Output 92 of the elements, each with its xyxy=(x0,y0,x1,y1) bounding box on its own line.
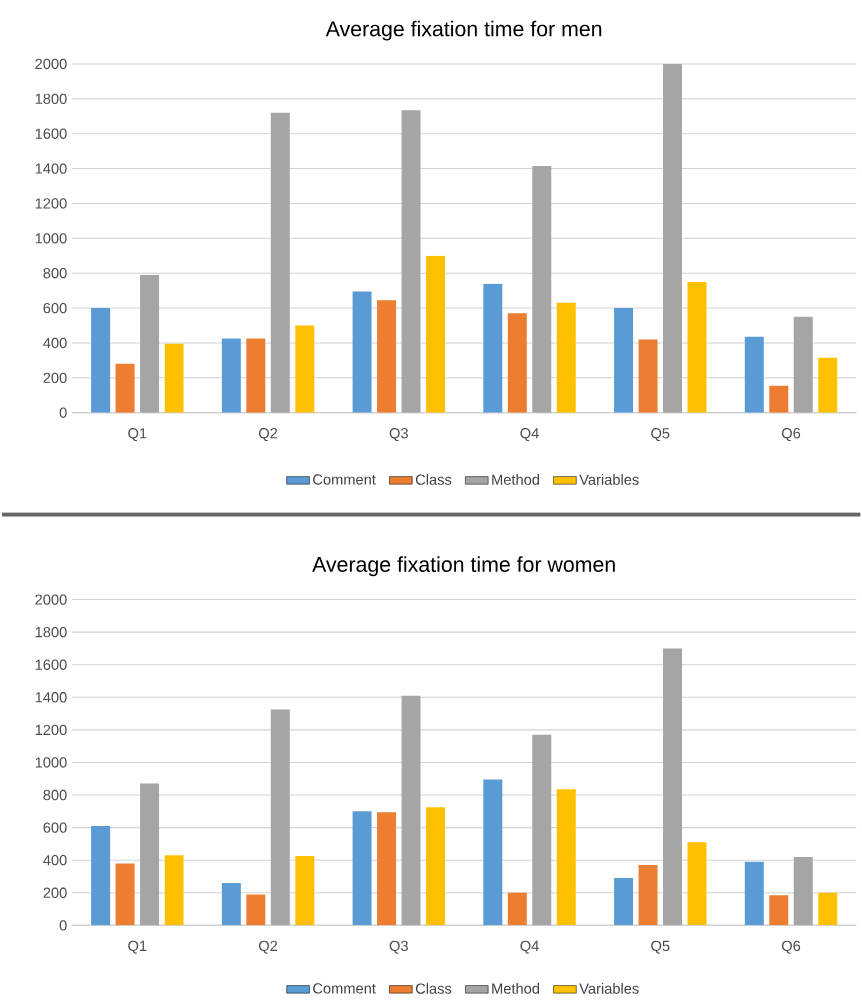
bar xyxy=(613,308,633,413)
legend-label: Class xyxy=(415,983,452,994)
legend-label: Class xyxy=(415,474,452,485)
y-tick-label: 1600 xyxy=(35,659,67,670)
legend-label: Variables xyxy=(579,983,639,994)
bar xyxy=(221,882,241,926)
y-tick-label: 800 xyxy=(43,268,67,279)
y-tick-label: 2000 xyxy=(35,58,67,70)
bar xyxy=(295,856,315,926)
y-tick-label: 1200 xyxy=(35,198,67,209)
bar xyxy=(376,812,396,926)
bar xyxy=(270,112,290,413)
y-tick-label: 800 xyxy=(43,789,67,801)
x-tick-label: Q2 xyxy=(258,428,277,442)
bar xyxy=(818,357,838,413)
bar xyxy=(818,892,838,926)
bar xyxy=(687,281,707,413)
bar xyxy=(164,343,184,413)
bar xyxy=(376,300,396,413)
legend-label: Method xyxy=(492,474,539,485)
x-tick-label: Q6 xyxy=(781,428,800,442)
y-tick-label: 600 xyxy=(43,822,67,833)
y-tick-label: 1800 xyxy=(35,93,67,105)
y-tick-label: 600 xyxy=(43,302,67,314)
y-tick-label: 1400 xyxy=(35,692,67,703)
y-tick-label: 0 xyxy=(59,920,67,931)
bar xyxy=(507,313,527,413)
bar xyxy=(270,709,290,926)
bar xyxy=(115,363,135,413)
bar xyxy=(246,894,266,926)
chart-title: Average fixation time for women xyxy=(311,556,615,577)
bar xyxy=(638,339,658,413)
bar xyxy=(613,878,633,926)
legend-label: Comment xyxy=(312,983,376,994)
bar xyxy=(425,255,445,413)
bar xyxy=(90,308,110,413)
bar xyxy=(90,825,110,926)
bar xyxy=(401,695,421,926)
x-tick-label: Q6 xyxy=(781,940,800,954)
x-tick-label: Q5 xyxy=(651,428,670,442)
y-tick-label: 400 xyxy=(42,337,67,349)
bar xyxy=(687,842,707,926)
y-tick-label: 200 xyxy=(43,887,67,898)
bar xyxy=(164,855,184,926)
chart-title: Average fixation time for men xyxy=(325,20,601,41)
x-tick-label: Q1 xyxy=(128,940,147,954)
y-tick-label: 1600 xyxy=(35,128,67,139)
bar xyxy=(221,338,241,413)
x-tick-label: Q3 xyxy=(389,940,408,954)
bar xyxy=(556,789,576,926)
y-tick-label: 200 xyxy=(43,372,67,384)
y-tick-label: 1200 xyxy=(35,724,67,736)
bar xyxy=(662,648,682,926)
x-tick-label: Q3 xyxy=(389,428,408,442)
bar xyxy=(507,892,527,926)
bar xyxy=(638,865,658,926)
x-tick-label: Q5 xyxy=(651,940,670,954)
y-tick-label: 2000 xyxy=(35,594,67,605)
bar xyxy=(401,110,421,413)
y-tick-label: 1800 xyxy=(35,626,67,638)
bar xyxy=(793,316,813,413)
bar xyxy=(769,385,789,413)
bar xyxy=(115,863,135,926)
bar xyxy=(483,779,503,926)
bar xyxy=(352,811,372,926)
bar xyxy=(139,783,159,926)
x-tick-label: Q1 xyxy=(128,428,147,442)
x-tick-label: Q4 xyxy=(520,428,539,442)
legend-label: Variables xyxy=(579,474,639,485)
bar xyxy=(793,856,813,926)
bar xyxy=(662,63,682,413)
bar xyxy=(295,325,315,413)
bar xyxy=(425,807,445,926)
y-tick-label: 1000 xyxy=(35,233,67,244)
bar xyxy=(744,861,764,926)
bar xyxy=(556,302,576,413)
legend-label: Method xyxy=(492,983,539,994)
x-tick-label: Q2 xyxy=(258,940,277,954)
y-tick-label: 400 xyxy=(42,855,67,866)
bar xyxy=(532,734,552,926)
bar xyxy=(532,165,552,413)
bar xyxy=(352,291,372,413)
bar xyxy=(744,336,764,413)
bar xyxy=(139,274,159,413)
x-tick-label: Q4 xyxy=(520,940,539,954)
bar xyxy=(483,283,503,413)
y-tick-label: 1000 xyxy=(35,757,67,768)
y-tick-label: 1400 xyxy=(35,163,67,174)
bar xyxy=(246,338,266,413)
bar xyxy=(769,895,789,926)
y-tick-label: 0 xyxy=(59,407,67,418)
legend-label: Comment xyxy=(312,474,376,485)
